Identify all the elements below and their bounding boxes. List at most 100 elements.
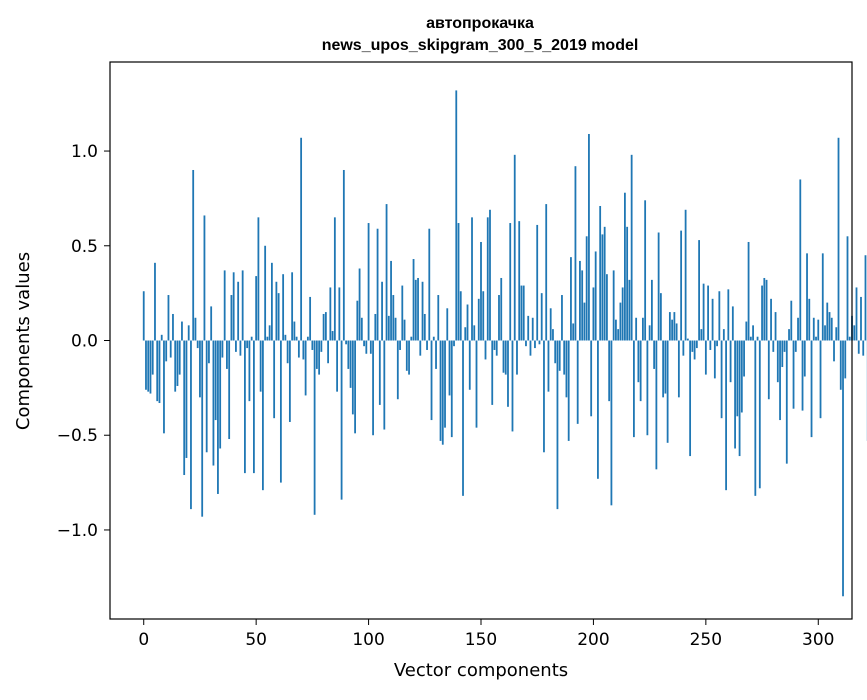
bar-300 (817, 320, 819, 341)
bar-260 (727, 289, 729, 340)
bar-58 (273, 341, 275, 419)
bar-284 (781, 341, 783, 368)
bar-147 (473, 325, 475, 340)
bar-203 (599, 206, 601, 341)
bar-249 (703, 284, 705, 341)
bar-268 (745, 322, 747, 341)
bar-65 (289, 341, 291, 422)
bar-239 (680, 231, 682, 341)
bar-219 (635, 318, 637, 341)
bar-0 (143, 291, 145, 340)
bar-47 (249, 341, 251, 402)
bar-212 (620, 303, 622, 341)
bar-104 (377, 229, 379, 341)
bar-105 (379, 341, 381, 405)
bar-146 (471, 217, 473, 340)
bar-63 (284, 335, 286, 341)
bar-250 (705, 341, 707, 375)
x-tick-label-4: 200 (577, 630, 609, 650)
bar-125 (424, 314, 426, 341)
bar-286 (786, 341, 788, 464)
bar-178 (543, 341, 545, 453)
bar-162 (507, 341, 509, 407)
bar-131 (437, 295, 439, 340)
bar-190 (570, 257, 572, 340)
bar-121 (415, 280, 417, 341)
bar-102 (372, 341, 374, 436)
bar-230 (660, 293, 662, 340)
bar-77 (316, 341, 318, 369)
bar-276 (763, 278, 765, 341)
bar-317 (856, 287, 858, 340)
bar-30 (210, 306, 212, 340)
bar-26 (201, 341, 203, 517)
bar-103 (374, 314, 376, 341)
bar-244 (691, 341, 693, 352)
y-tick-label-4: 1.0 (71, 142, 98, 162)
bar-222 (642, 318, 644, 341)
bar-194 (579, 261, 581, 341)
bar-17 (181, 322, 183, 341)
bar-43 (240, 341, 242, 356)
bar-165 (514, 155, 516, 341)
bar-117 (406, 341, 408, 371)
chart-title-line-1: автопрокачка (426, 15, 534, 32)
x-tick-label-1: 50 (245, 630, 267, 650)
bar-179 (545, 204, 547, 340)
bar-155 (491, 341, 493, 405)
bar-46 (246, 341, 248, 349)
bar-27 (204, 215, 206, 340)
bar-126 (426, 341, 428, 350)
bar-137 (451, 341, 453, 438)
bar-213 (622, 287, 624, 340)
bar-100 (368, 223, 370, 340)
bar-220 (637, 341, 639, 383)
bar-119 (410, 337, 412, 341)
bar-83 (329, 287, 331, 340)
bar-108 (386, 204, 388, 340)
bar-206 (606, 274, 608, 340)
bar-160 (503, 341, 505, 373)
bar-41 (235, 341, 237, 352)
bar-15 (177, 341, 179, 386)
bar-28 (206, 341, 208, 453)
bar-258 (723, 329, 725, 340)
bar-245 (694, 341, 696, 360)
bar-181 (550, 308, 552, 340)
bar-196 (584, 303, 586, 341)
bar-294 (804, 341, 806, 377)
bar-207 (608, 341, 610, 402)
bar-241 (685, 210, 687, 341)
bar-8 (161, 335, 163, 341)
bar-318 (858, 341, 860, 354)
bar-277 (766, 280, 768, 341)
bar-269 (748, 242, 750, 341)
x-tick-label-0: 0 (138, 630, 149, 650)
bar-291 (797, 318, 799, 341)
bar-232 (664, 341, 666, 394)
bar-149 (478, 299, 480, 341)
bar-216 (629, 280, 631, 341)
bar-256 (718, 291, 720, 340)
bar-99 (365, 341, 367, 354)
bar-52 (260, 341, 262, 392)
bar-263 (734, 341, 736, 449)
bar-266 (741, 341, 743, 413)
bar-313 (847, 236, 849, 340)
bar-107 (383, 341, 385, 430)
bar-224 (646, 341, 648, 436)
bar-302 (822, 253, 824, 340)
bar-253 (712, 299, 714, 341)
bar-261 (730, 341, 732, 383)
bar-78 (318, 341, 320, 375)
bar-152 (485, 341, 487, 360)
bar-175 (536, 225, 538, 341)
bar-35 (222, 341, 224, 358)
bar-299 (815, 337, 817, 341)
bar-101 (370, 341, 372, 354)
bar-21 (190, 341, 192, 510)
bar-10 (165, 341, 167, 362)
bar-22 (192, 170, 194, 341)
bar-273 (757, 337, 759, 341)
